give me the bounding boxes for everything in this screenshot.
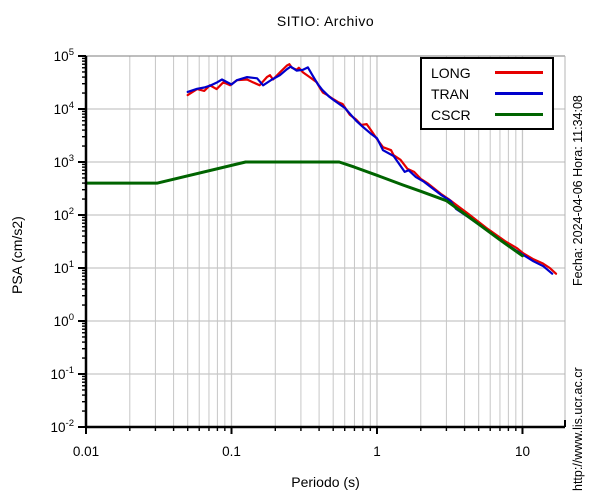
x-tick-label: 0.1	[222, 444, 241, 459]
legend-line-cscr	[495, 113, 543, 116]
legend-line-tran	[495, 92, 543, 95]
x-axis-title: Periodo (s)	[291, 474, 360, 490]
timestamp-annotation: Fecha: 2024-04-06 Hora: 11:34:08	[571, 95, 585, 286]
y-axis-title: PSA (cm/s2)	[9, 216, 25, 294]
y-tick-label: 104	[54, 100, 74, 117]
x-tick-label: 0.01	[73, 444, 99, 459]
x-tick-label: 10	[515, 444, 530, 459]
chart-title: SITIO: Archivo	[276, 13, 375, 29]
y-tick-label: 102	[54, 206, 74, 223]
legend-item-long: LONG	[431, 66, 543, 80]
legend-label-cscr: CSCR	[431, 106, 471, 123]
y-tick-label: 100	[54, 312, 74, 329]
y-tick-label: 10-2	[51, 418, 74, 435]
y-tick-label: 103	[54, 153, 74, 170]
legend-line-long	[495, 71, 543, 74]
x-tick-label: 1	[373, 444, 381, 459]
url-annotation: http://www.lis.ucr.ac.cr	[571, 367, 585, 491]
legend-label-tran: TRAN	[431, 85, 470, 102]
legend-item-cscr: CSCR	[431, 108, 543, 122]
legend: LONG TRAN CSCR	[420, 57, 554, 130]
y-tick-label: 101	[54, 259, 74, 276]
curve-cscr	[84, 160, 524, 258]
axes	[78, 55, 566, 434]
legend-item-tran: TRAN	[431, 87, 543, 101]
y-tick-label: 105	[54, 47, 74, 64]
y-tick-label: 10-1	[51, 365, 74, 382]
legend-label-long: LONG	[431, 64, 471, 81]
